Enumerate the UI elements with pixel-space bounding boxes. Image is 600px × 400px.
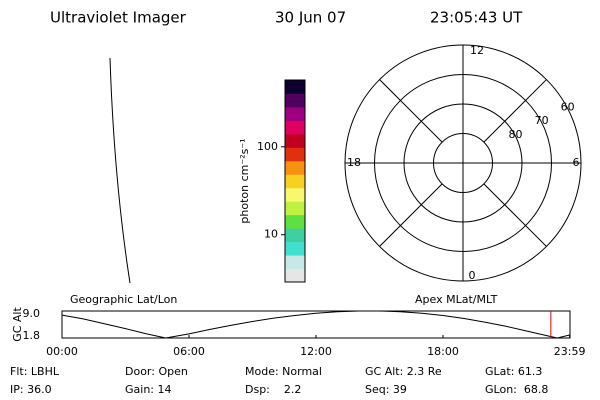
color-swatch (285, 133, 305, 148)
mlt-label: 6 (573, 156, 580, 169)
x-tick-label: 12:00 (300, 345, 332, 358)
y-tick-label: 1.8 (23, 329, 41, 342)
color-swatch (285, 214, 305, 229)
color-swatch (285, 268, 305, 283)
x-tick-label: 00:00 (46, 345, 78, 358)
colorbar-label: photon cm⁻²s⁻¹ (238, 138, 251, 223)
colorbar-tick-label: 10 (264, 228, 278, 241)
mlt-line (483, 183, 547, 247)
status-field: GLon: 68.8 (485, 383, 548, 396)
color-swatch (285, 106, 305, 121)
lat-label: 70 (535, 114, 549, 127)
status-field: IP: 36.0 (10, 383, 52, 396)
polar-label: Apex MLat/MLT (415, 293, 498, 306)
y-tick-label: 9.0 (23, 307, 41, 320)
color-swatch (285, 160, 305, 175)
date: 30 Jun 07 (275, 9, 346, 27)
status-field: Gain: 14 (125, 383, 172, 396)
colorbar-tick-label: 100 (257, 140, 278, 153)
color-swatch (285, 228, 305, 243)
y-label: GC Alt (11, 307, 24, 342)
color-swatch (285, 120, 305, 135)
color-swatch (285, 80, 305, 94)
colorbar-frame (284, 79, 306, 283)
status-field: Seq: 39 (365, 383, 407, 396)
lat-label: 60 (561, 100, 575, 113)
instrument-title: Ultraviolet Imager (50, 9, 187, 27)
time: 23:05:43 UT (430, 9, 523, 27)
color-swatch (285, 201, 305, 216)
lat-label: 80 (509, 128, 523, 141)
status-field: Door: Open (125, 365, 188, 378)
status-field: Dsp: 2.2 (245, 383, 301, 396)
mlt-line (483, 79, 547, 143)
color-swatch (285, 174, 305, 189)
plot-frame (61, 310, 571, 339)
color-swatch (285, 241, 305, 256)
x-tick-label: 23:59 (554, 345, 586, 358)
color-swatch (285, 147, 305, 162)
mlt-line (379, 183, 443, 247)
color-swatch (285, 93, 305, 108)
terminator-line (109, 57, 131, 284)
status-field: Flt: LBHL (10, 365, 60, 378)
x-tick-label: 18:00 (427, 345, 459, 358)
mlt-label: 12 (470, 44, 484, 57)
x-tick-label: 06:00 (173, 345, 205, 358)
status-field: Mode: Normal (245, 365, 322, 378)
status-field: GLat: 61.3 (485, 365, 542, 378)
color-swatch (285, 187, 305, 202)
color-swatch (285, 255, 305, 270)
altitude-line (61, 310, 570, 339)
mlt-line (379, 79, 443, 143)
image-label: Geographic Lat/Lon (70, 293, 177, 306)
status-field: GC Alt: 2.3 Re (365, 365, 442, 378)
mlt-label: 18 (347, 156, 361, 169)
mlt-label: 0 (469, 269, 476, 282)
